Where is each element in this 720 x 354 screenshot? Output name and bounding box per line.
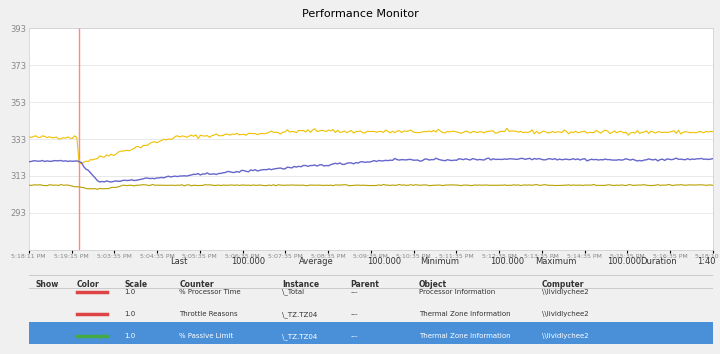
Text: Computer: Computer	[541, 280, 585, 289]
Text: ---: ---	[350, 311, 358, 317]
Text: Show: Show	[36, 280, 59, 289]
Text: \_TZ.TZ04: \_TZ.TZ04	[282, 333, 317, 340]
Text: Minimum: Minimum	[420, 257, 459, 266]
Text: Instance: Instance	[282, 280, 319, 289]
Text: \\lividlychee2: \\lividlychee2	[541, 333, 588, 339]
Text: Throttle Reasons: Throttle Reasons	[179, 311, 238, 317]
Text: 1:40: 1:40	[697, 257, 715, 266]
Text: Average: Average	[299, 257, 333, 266]
Text: Object: Object	[418, 280, 447, 289]
Text: Scale: Scale	[125, 280, 148, 289]
Text: 1.0: 1.0	[125, 311, 136, 317]
Text: \\lividlychee2: \\lividlychee2	[541, 311, 588, 317]
Text: \_Total: \_Total	[282, 289, 304, 296]
Text: Thermal Zone Information: Thermal Zone Information	[418, 311, 510, 317]
Text: Parent: Parent	[350, 280, 379, 289]
Text: \\lividlychee2: \\lividlychee2	[541, 289, 588, 295]
Text: ---: ---	[350, 289, 358, 295]
Text: Color: Color	[77, 280, 99, 289]
Text: Thermal Zone Information: Thermal Zone Information	[418, 333, 510, 339]
Text: Last: Last	[171, 257, 188, 266]
Text: Counter: Counter	[179, 280, 214, 289]
Text: % Passive Limit: % Passive Limit	[179, 333, 233, 339]
Text: 100.000: 100.000	[490, 257, 525, 266]
Text: \_TZ.TZ04: \_TZ.TZ04	[282, 311, 317, 318]
Text: % Processor Time: % Processor Time	[179, 289, 241, 295]
Text: Duration: Duration	[640, 257, 676, 266]
Text: 1.0: 1.0	[125, 333, 136, 339]
Text: Performance Monitor: Performance Monitor	[302, 9, 418, 19]
Text: Processor Information: Processor Information	[418, 289, 495, 295]
Text: 1.0: 1.0	[125, 289, 136, 295]
Text: 100.000: 100.000	[367, 257, 402, 266]
Bar	[29, 322, 713, 344]
Text: 100.000: 100.000	[607, 257, 641, 266]
Text: Maximum: Maximum	[535, 257, 576, 266]
Text: 100.000: 100.000	[230, 257, 265, 266]
Text: ---: ---	[350, 333, 358, 339]
